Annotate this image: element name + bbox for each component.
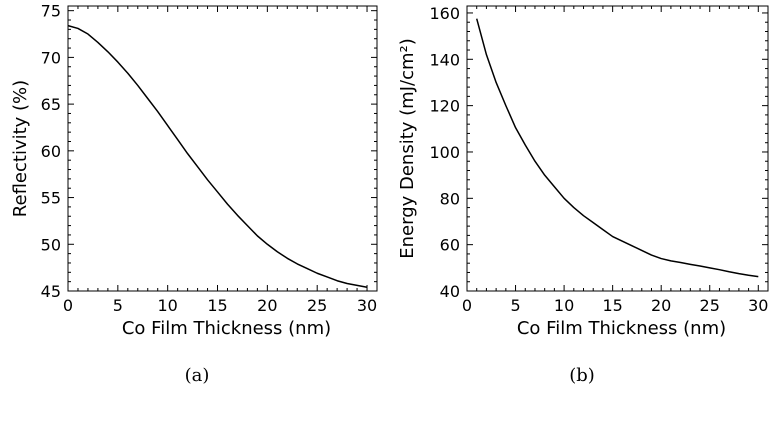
panel-caption: (b) (569, 365, 595, 386)
y-tick-label: 65 (41, 95, 61, 114)
y-axis-label: Reflectivity (%) (10, 80, 31, 217)
y-tick-label: 75 (41, 2, 61, 21)
x-tick-label: 20 (257, 296, 277, 315)
series-line (475, 18, 759, 278)
y-tick-label: 40 (440, 282, 460, 301)
x-tick-label: 5 (510, 296, 520, 315)
x-tick-label: 15 (207, 296, 227, 315)
x-tick-label: 30 (357, 296, 377, 315)
y-tick-label: 70 (41, 48, 61, 67)
y-tick-label: 50 (41, 235, 61, 254)
y-tick-label: 100 (429, 143, 460, 162)
chart-panel-a: 0 5 10 15 20 25 30 45 50 55 60 65 70 75 Co Film Thickn… (10, 2, 378, 386)
plot-frame (67, 5, 378, 292)
x-tick-label: 30 (748, 296, 768, 315)
x-tick-label: 10 (554, 296, 574, 315)
x-tick-label: 10 (157, 296, 177, 315)
x-axis-label: Co Film Thickness (nm) (517, 318, 726, 339)
plot-frame (466, 5, 769, 292)
y-axis-label: Energy Density (mJ/cm²) (397, 38, 418, 259)
series-line (67, 24, 368, 288)
x-tick-label: 5 (113, 296, 123, 315)
y-tick-label: 45 (41, 282, 61, 301)
x-tick-label: 25 (700, 296, 720, 315)
y-tick-label: 160 (429, 4, 460, 23)
x-tick-label: 0 (462, 296, 472, 315)
y-tick-label: 120 (429, 97, 460, 116)
chart-panel-b: 0 5 10 15 20 25 30 40 60 80 100 120 140 160 Co Film Th… (397, 4, 769, 386)
x-tick-label: 0 (63, 296, 73, 315)
x-axis-label: Co Film Thickness (nm) (122, 318, 331, 339)
y-tick-label: 140 (429, 50, 460, 69)
panel-caption: (a) (185, 365, 210, 386)
x-tick-label: 15 (602, 296, 622, 315)
x-tick-label: 25 (307, 296, 327, 315)
y-tick-label: 55 (41, 189, 61, 208)
y-tick-label: 60 (41, 142, 61, 161)
x-tick-label: 20 (651, 296, 671, 315)
y-tick-label: 80 (440, 189, 460, 208)
y-tick-label: 60 (440, 236, 460, 255)
